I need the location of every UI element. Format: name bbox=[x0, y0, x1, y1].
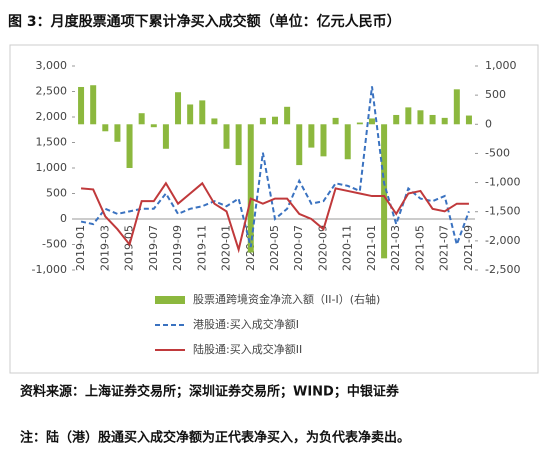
bar bbox=[150, 124, 157, 128]
y2-tick-label: -2,000 bbox=[485, 234, 520, 247]
bar bbox=[223, 124, 230, 149]
y-tick-label: 1,000 bbox=[36, 161, 68, 174]
y-tick-label: 0 bbox=[60, 212, 67, 225]
x-tick-label: 2020-05 bbox=[268, 225, 281, 271]
y-tick-label: -1,000 bbox=[32, 263, 67, 276]
x-tick-label: 2021-03 bbox=[389, 225, 402, 271]
x-tick-label: 2020-11 bbox=[341, 225, 354, 271]
bar bbox=[344, 124, 351, 160]
y-tick-label: 2,000 bbox=[36, 110, 68, 123]
bar bbox=[308, 124, 315, 148]
x-tick-label: 2020-01 bbox=[220, 225, 233, 271]
x-tick-label: 2019-11 bbox=[195, 225, 208, 271]
legend-label: 股票通跨境资金净流入额（II-I）(右轴) bbox=[193, 292, 380, 306]
y-tick-label: -500 bbox=[42, 238, 67, 251]
y-tick-label: 3,000 bbox=[36, 59, 68, 72]
bar bbox=[175, 92, 182, 125]
bar bbox=[429, 114, 436, 125]
x-tick-label: 2021-09 bbox=[462, 225, 475, 271]
chart-frame bbox=[9, 44, 539, 374]
x-tick-label: 2020-09 bbox=[316, 225, 329, 271]
bar bbox=[368, 118, 375, 125]
legend-label: 陆股通:买入成交净额II bbox=[193, 342, 302, 356]
x-tick-label: 2019-07 bbox=[147, 225, 160, 271]
bar bbox=[78, 86, 85, 125]
bar bbox=[453, 89, 460, 125]
x-tick-label: 2021-01 bbox=[365, 225, 378, 271]
bar bbox=[356, 122, 363, 125]
x-tick-label: 2019-03 bbox=[98, 225, 111, 271]
bar bbox=[102, 124, 109, 132]
x-tick-label: 2020-07 bbox=[292, 225, 305, 271]
bar bbox=[199, 100, 206, 125]
y2-tick-label: -1,500 bbox=[485, 205, 520, 218]
bar bbox=[259, 117, 266, 125]
bar bbox=[211, 118, 218, 125]
bar bbox=[90, 85, 97, 125]
y2-tick-label: -2,500 bbox=[485, 263, 520, 276]
bar bbox=[187, 104, 194, 125]
bar bbox=[126, 124, 133, 168]
footnote: 注：陆（港）股通买入成交净额为正代表净买入，为负代表净卖出。 bbox=[20, 430, 410, 446]
bar bbox=[417, 110, 424, 125]
y2-tick-label: 1,000 bbox=[485, 59, 517, 72]
y2-tick-label: -500 bbox=[485, 146, 510, 159]
chart-title: 图 3：月度股票通项下累计净买入成交额（单位：亿元人民币） bbox=[8, 13, 401, 30]
bar bbox=[405, 107, 412, 125]
bar bbox=[332, 117, 339, 125]
line bbox=[80, 86, 470, 248]
bar bbox=[465, 115, 472, 125]
legend-label: 港股通:买入成交净额I bbox=[193, 317, 299, 331]
y-tick-label: 1,500 bbox=[36, 136, 68, 149]
line bbox=[80, 181, 469, 254]
bar bbox=[393, 114, 400, 125]
y-tick-label: 2,500 bbox=[36, 85, 68, 98]
y-tick-label: 500 bbox=[46, 187, 67, 200]
x-tick-label: 2019-09 bbox=[171, 225, 184, 271]
bar bbox=[284, 106, 291, 125]
bar bbox=[320, 124, 327, 157]
legend-swatch bbox=[155, 296, 185, 304]
x-tick-label: 2021-05 bbox=[413, 225, 426, 271]
bar bbox=[381, 124, 388, 259]
x-tick-label: 2021-07 bbox=[438, 225, 451, 271]
bar bbox=[138, 113, 145, 125]
y2-tick-label: 0 bbox=[485, 117, 492, 130]
bar bbox=[272, 116, 278, 125]
bar bbox=[296, 124, 303, 166]
bar bbox=[441, 117, 448, 125]
bar bbox=[247, 124, 254, 253]
source-note: 资料来源：上海证券交易所；深圳证券交易所；WIND；中银证券 bbox=[20, 384, 400, 400]
bar bbox=[235, 124, 242, 166]
y2-tick-label: 500 bbox=[485, 88, 506, 101]
bar bbox=[114, 124, 121, 142]
bar bbox=[162, 124, 169, 149]
x-tick-label: 2019-01 bbox=[74, 225, 87, 271]
y2-tick-label: -1,000 bbox=[485, 176, 520, 189]
